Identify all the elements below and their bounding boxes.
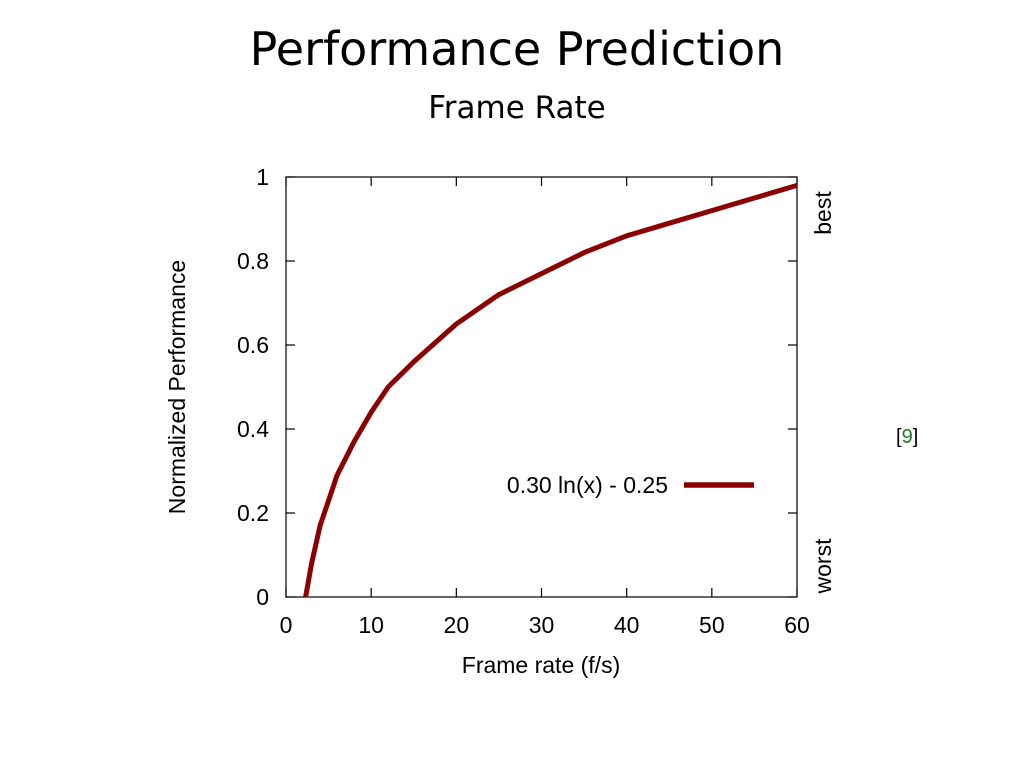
x-tick-label: 30 xyxy=(529,612,555,638)
right-label-worst: worst xyxy=(810,538,836,595)
series-layer xyxy=(303,183,798,598)
ticks-layer: 0 10 20 30 40 50 60 0 0.2 0.4 0.6 0.8 1 xyxy=(237,164,810,638)
citation-open-bracket: [ xyxy=(896,426,902,448)
x-tick-label: 10 xyxy=(358,612,384,638)
x-tick-label: 40 xyxy=(614,612,640,638)
y-tick-label: 0 xyxy=(256,584,269,610)
y-tick-label: 1 xyxy=(256,164,269,190)
y-tick-label: 0.6 xyxy=(237,332,269,358)
y-tick-label: 0.8 xyxy=(237,248,269,274)
plot-frame xyxy=(285,176,798,598)
citation-number[interactable]: 9 xyxy=(901,426,913,448)
x-tick-label: 50 xyxy=(699,612,725,638)
citation-close-bracket: ] xyxy=(912,426,919,448)
x-tick-label: 0 xyxy=(280,612,293,638)
slide-subtitle: Frame Rate xyxy=(428,90,606,126)
slide-title: Performance Prediction xyxy=(249,22,785,76)
y-tick-label: 0.2 xyxy=(237,500,269,526)
legend-label: 0.30 ln(x) - 0.25 xyxy=(507,472,668,498)
y-tick-label: 0.4 xyxy=(237,416,269,442)
x-axis-label: Frame rate (f/s) xyxy=(462,652,620,678)
series-line xyxy=(303,183,798,598)
right-label-best: best xyxy=(810,191,836,235)
x-tick-label: 60 xyxy=(784,612,810,638)
x-tick-label: 20 xyxy=(444,612,470,638)
y-axis-label: Normalized Performance xyxy=(164,260,190,514)
citation: [9] xyxy=(896,426,918,449)
